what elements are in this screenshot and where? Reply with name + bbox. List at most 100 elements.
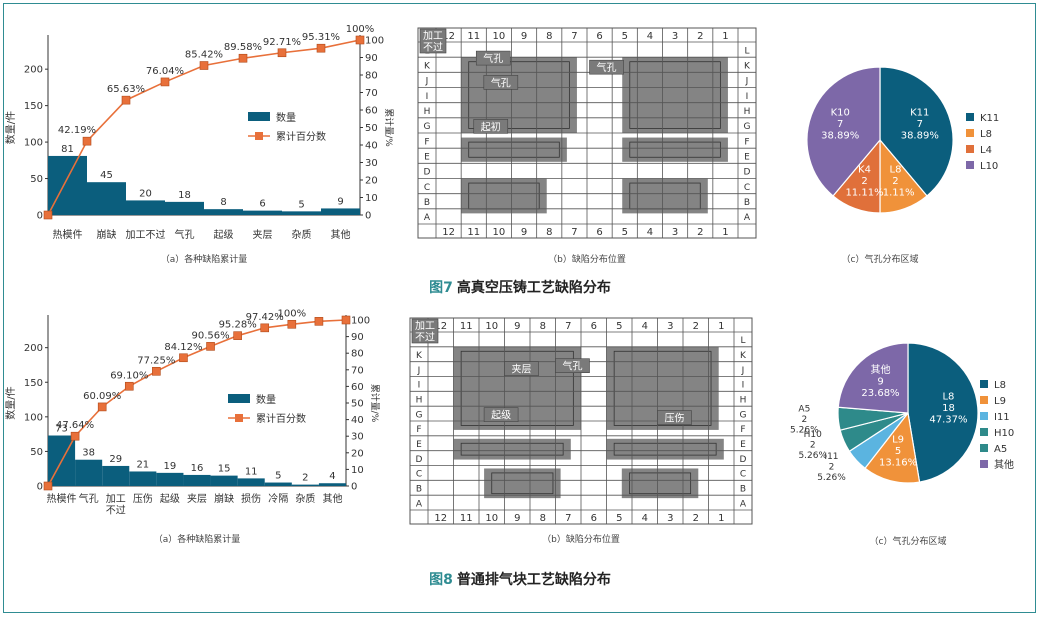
- figure-frame: [3, 3, 1036, 613]
- part-image-edge: [460, 350, 574, 426]
- grid-col-bottom: 6: [596, 227, 602, 238]
- grid-row-left: C: [416, 470, 422, 480]
- legend-line-label: 累计百分数: [256, 412, 306, 425]
- y2-tick-label: 50: [365, 123, 378, 134]
- defect-label: 加工不过: [423, 30, 443, 54]
- part-image-edge: [629, 141, 721, 158]
- part-image: [453, 438, 571, 460]
- grid-row-right: H: [740, 395, 747, 405]
- bar-6: [282, 211, 321, 215]
- grid-col-bottom: 4: [642, 513, 648, 524]
- pie-inside-label: L9 5 13.16%: [879, 434, 917, 468]
- grid-col-bottom: 11: [460, 513, 473, 524]
- defect-label-box: [589, 59, 624, 75]
- grid-col-bottom: 1: [718, 513, 724, 524]
- defect-label: 起初: [481, 120, 501, 133]
- pie-legend-swatch: [980, 412, 988, 420]
- cumulative-point: [70, 431, 80, 441]
- grid-row-right: K: [744, 62, 751, 72]
- grid-col-bottom: 7: [565, 513, 571, 524]
- grid-col-bottom: 8: [546, 227, 552, 238]
- cumulative-label: 42.19%: [58, 125, 96, 136]
- y-tick-label: 0: [37, 482, 43, 493]
- y-axis-label: 数量/件: [4, 111, 17, 144]
- part-image-edge: [491, 472, 554, 495]
- part-image: [484, 468, 561, 499]
- pie-outside-label: A5 2 5.26%: [790, 405, 819, 436]
- y2-tick-label: 100: [365, 36, 384, 47]
- cumulative-point: [82, 136, 92, 146]
- cumulative-point: [179, 353, 188, 363]
- cumulative-point: [199, 61, 209, 70]
- part-image: [622, 137, 728, 162]
- y-tick-label: 50: [30, 174, 43, 185]
- defect-label: 气孔: [491, 76, 511, 89]
- grid-col-bottom: 12: [442, 227, 455, 238]
- y-tick-label: 150: [24, 378, 43, 389]
- grid-col-top: 5: [622, 31, 628, 42]
- cumulative-point: [43, 481, 53, 491]
- bar-value-label: 81: [61, 144, 74, 155]
- y-tick-label: 200: [24, 343, 43, 354]
- grid-col-top: 8: [540, 321, 546, 332]
- y2-tick-label: 60: [365, 106, 378, 117]
- y-tick-label: 150: [24, 101, 43, 112]
- pie-legend-swatch: [980, 444, 988, 452]
- grid-row-left: K: [424, 62, 431, 72]
- grid-col-bottom: 10: [485, 513, 498, 524]
- y2-tick-label: 100: [351, 316, 370, 327]
- grid-col-top: 12: [434, 321, 447, 332]
- pie-chart: L8 18 47.37% L9 5 13.16% I11 2 5.26%H10 2 5.26%A5 2…: [790, 342, 1014, 547]
- cumulative-point: [152, 366, 161, 376]
- grid-row-right: K: [740, 351, 747, 361]
- bar-7: [237, 478, 265, 486]
- pie-legend-label: L4: [980, 145, 992, 156]
- part-image-edge: [613, 442, 717, 456]
- y-tick-label: 100: [24, 138, 43, 149]
- cumulative-label: 95.28%: [219, 320, 257, 331]
- pie-legend-label: H10: [994, 428, 1014, 439]
- defect-label: 气孔: [483, 52, 503, 65]
- y-tick-label: 100: [24, 412, 43, 423]
- grid-row-right: F: [744, 137, 749, 147]
- category-label: 夹层: [253, 228, 273, 241]
- cumulative-label: 69.10%: [110, 370, 148, 381]
- grid-row-right: G: [744, 122, 751, 132]
- grid-row-left: A: [416, 499, 423, 509]
- bar-value-label: 21: [136, 459, 149, 470]
- grid-col-top: 2: [693, 321, 699, 332]
- grid-col-bottom: 2: [697, 227, 703, 238]
- part-image: [622, 57, 728, 133]
- pie-legend-swatch: [966, 113, 974, 121]
- grid-row-left: F: [416, 425, 421, 435]
- bar-value-label: 45: [100, 170, 113, 181]
- y2-axis-label: 累计量/%: [369, 384, 381, 423]
- cumulative-point: [341, 315, 351, 325]
- pie-legend-label: A5: [994, 444, 1007, 455]
- pie-outside-label: H10 2 5.26%: [798, 430, 827, 461]
- pie-legend-swatch: [980, 396, 988, 404]
- category-label: 其他: [331, 228, 351, 241]
- grid-row-right: I: [746, 92, 749, 102]
- defect-label-box: [483, 75, 519, 90]
- grid-row-left: J: [417, 366, 421, 376]
- pie-slice-0: [907, 342, 979, 483]
- category-label: 气孔: [175, 228, 195, 241]
- grid-col-top: 3: [667, 321, 673, 332]
- legend-bar-swatch: [228, 394, 250, 403]
- defect-label-box: [411, 318, 439, 344]
- cumulative-label: 47.64%: [56, 420, 94, 431]
- grid-col-top: 4: [642, 321, 648, 332]
- grid-row-left: H: [416, 395, 423, 405]
- bar-1: [75, 459, 103, 486]
- subcaption-b: （b）缺陷分布位置: [542, 533, 620, 545]
- legend-bar-swatch: [248, 112, 270, 121]
- grid-row-left: E: [424, 153, 430, 163]
- part-image: [461, 137, 567, 162]
- grid-row-left: E: [416, 440, 422, 450]
- bar-9: [291, 484, 319, 486]
- category-label: 压伤: [133, 492, 153, 505]
- grid-col-top: 1: [718, 321, 724, 332]
- cumulative-label: 76.04%: [146, 66, 184, 77]
